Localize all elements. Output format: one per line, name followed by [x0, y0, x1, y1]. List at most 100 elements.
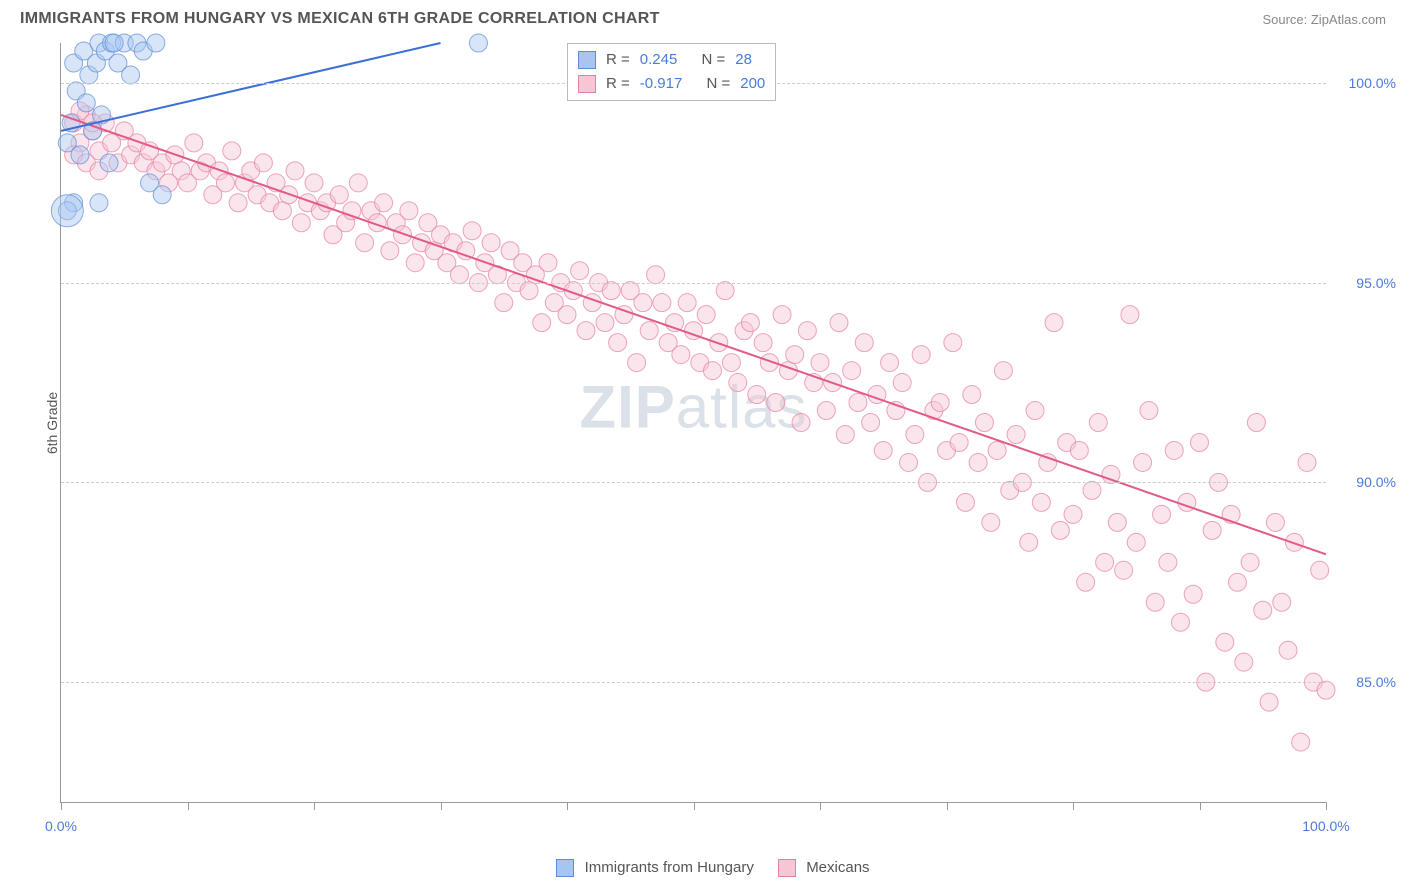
data-point [349, 174, 367, 192]
data-point [1102, 465, 1120, 483]
data-point [1216, 633, 1234, 651]
data-point [975, 414, 993, 432]
data-point [1032, 493, 1050, 511]
xtick-label: 0.0% [45, 818, 77, 834]
data-point [330, 186, 348, 204]
data-point [1089, 414, 1107, 432]
data-point [147, 34, 165, 52]
ytick-label: 85.0% [1356, 674, 1396, 690]
data-point [628, 354, 646, 372]
data-point [830, 314, 848, 332]
data-point [1184, 585, 1202, 603]
data-point [1159, 553, 1177, 571]
data-point [51, 195, 83, 227]
data-point [773, 306, 791, 324]
data-point [1260, 693, 1278, 711]
data-point [855, 334, 873, 352]
data-point [571, 262, 589, 280]
data-point [1070, 441, 1088, 459]
data-point [558, 306, 576, 324]
data-point [963, 386, 981, 404]
data-point [1064, 505, 1082, 523]
data-point [912, 346, 930, 364]
data-point [1020, 533, 1038, 551]
swatch-hungary [578, 51, 596, 69]
data-point [786, 346, 804, 364]
data-point [602, 282, 620, 300]
data-point [1317, 681, 1335, 699]
data-point [1077, 573, 1095, 591]
ytick-label: 90.0% [1356, 474, 1396, 490]
data-point [697, 306, 715, 324]
data-point [1045, 314, 1063, 332]
xtick [314, 802, 315, 810]
chart-title: IMMIGRANTS FROM HUNGARY VS MEXICAN 6TH G… [20, 10, 660, 28]
data-point [640, 322, 658, 340]
xtick-label: 100.0% [1302, 818, 1349, 834]
data-point [1235, 653, 1253, 671]
data-point [381, 242, 399, 260]
data-point [634, 294, 652, 312]
data-point [647, 266, 665, 284]
chart-area: 6th Grade ZIPatlas R = 0.245 N = 28 R = … [60, 43, 1326, 803]
xtick [441, 802, 442, 810]
data-point [811, 354, 829, 372]
data-point [836, 425, 854, 443]
data-point [862, 414, 880, 432]
data-point [741, 314, 759, 332]
data-point [223, 142, 241, 160]
data-point [1096, 553, 1114, 571]
gridline-h [61, 482, 1326, 483]
data-point [90, 194, 108, 212]
data-point [1146, 593, 1164, 611]
bottom-swatch-hungary [556, 859, 574, 877]
data-point [596, 314, 614, 332]
ytick-label: 95.0% [1356, 275, 1396, 291]
source-label: Source: ZipAtlas.com [1262, 12, 1386, 27]
data-point [400, 202, 418, 220]
data-point [874, 441, 892, 459]
plot-svg [61, 43, 1326, 802]
data-point [893, 374, 911, 392]
gridline-h [61, 682, 1326, 683]
data-point [1127, 533, 1145, 551]
data-point [906, 425, 924, 443]
data-point [185, 134, 203, 152]
data-point [798, 322, 816, 340]
data-point [305, 174, 323, 192]
data-point [469, 34, 487, 52]
data-point [533, 314, 551, 332]
data-point [703, 362, 721, 380]
data-point [1026, 402, 1044, 420]
data-point [450, 266, 468, 284]
data-point [1228, 573, 1246, 591]
data-point [1279, 641, 1297, 659]
data-point [931, 394, 949, 412]
xtick [1073, 802, 1074, 810]
data-point [463, 222, 481, 240]
legend-row-hungary: R = 0.245 N = 28 [578, 48, 765, 72]
data-point [1266, 513, 1284, 531]
data-point [672, 346, 690, 364]
data-point [1108, 513, 1126, 531]
data-point [292, 214, 310, 232]
data-point [767, 394, 785, 412]
data-point [1311, 561, 1329, 579]
data-point [653, 294, 671, 312]
data-point [754, 334, 772, 352]
bottom-swatch-mexicans [778, 859, 796, 877]
legend-row-mexicans: R = -0.917 N = 200 [578, 72, 765, 96]
xtick [1326, 802, 1327, 810]
data-point [482, 234, 500, 252]
data-point [729, 374, 747, 392]
data-point [1134, 453, 1152, 471]
correlation-legend: R = 0.245 N = 28 R = -0.917 N = 200 [567, 43, 776, 101]
gridline-h [61, 283, 1326, 284]
data-point [77, 94, 95, 112]
data-point [1172, 613, 1190, 631]
data-point [105, 34, 123, 52]
data-point [678, 294, 696, 312]
data-point [273, 202, 291, 220]
data-point [122, 66, 140, 84]
xtick [188, 802, 189, 810]
